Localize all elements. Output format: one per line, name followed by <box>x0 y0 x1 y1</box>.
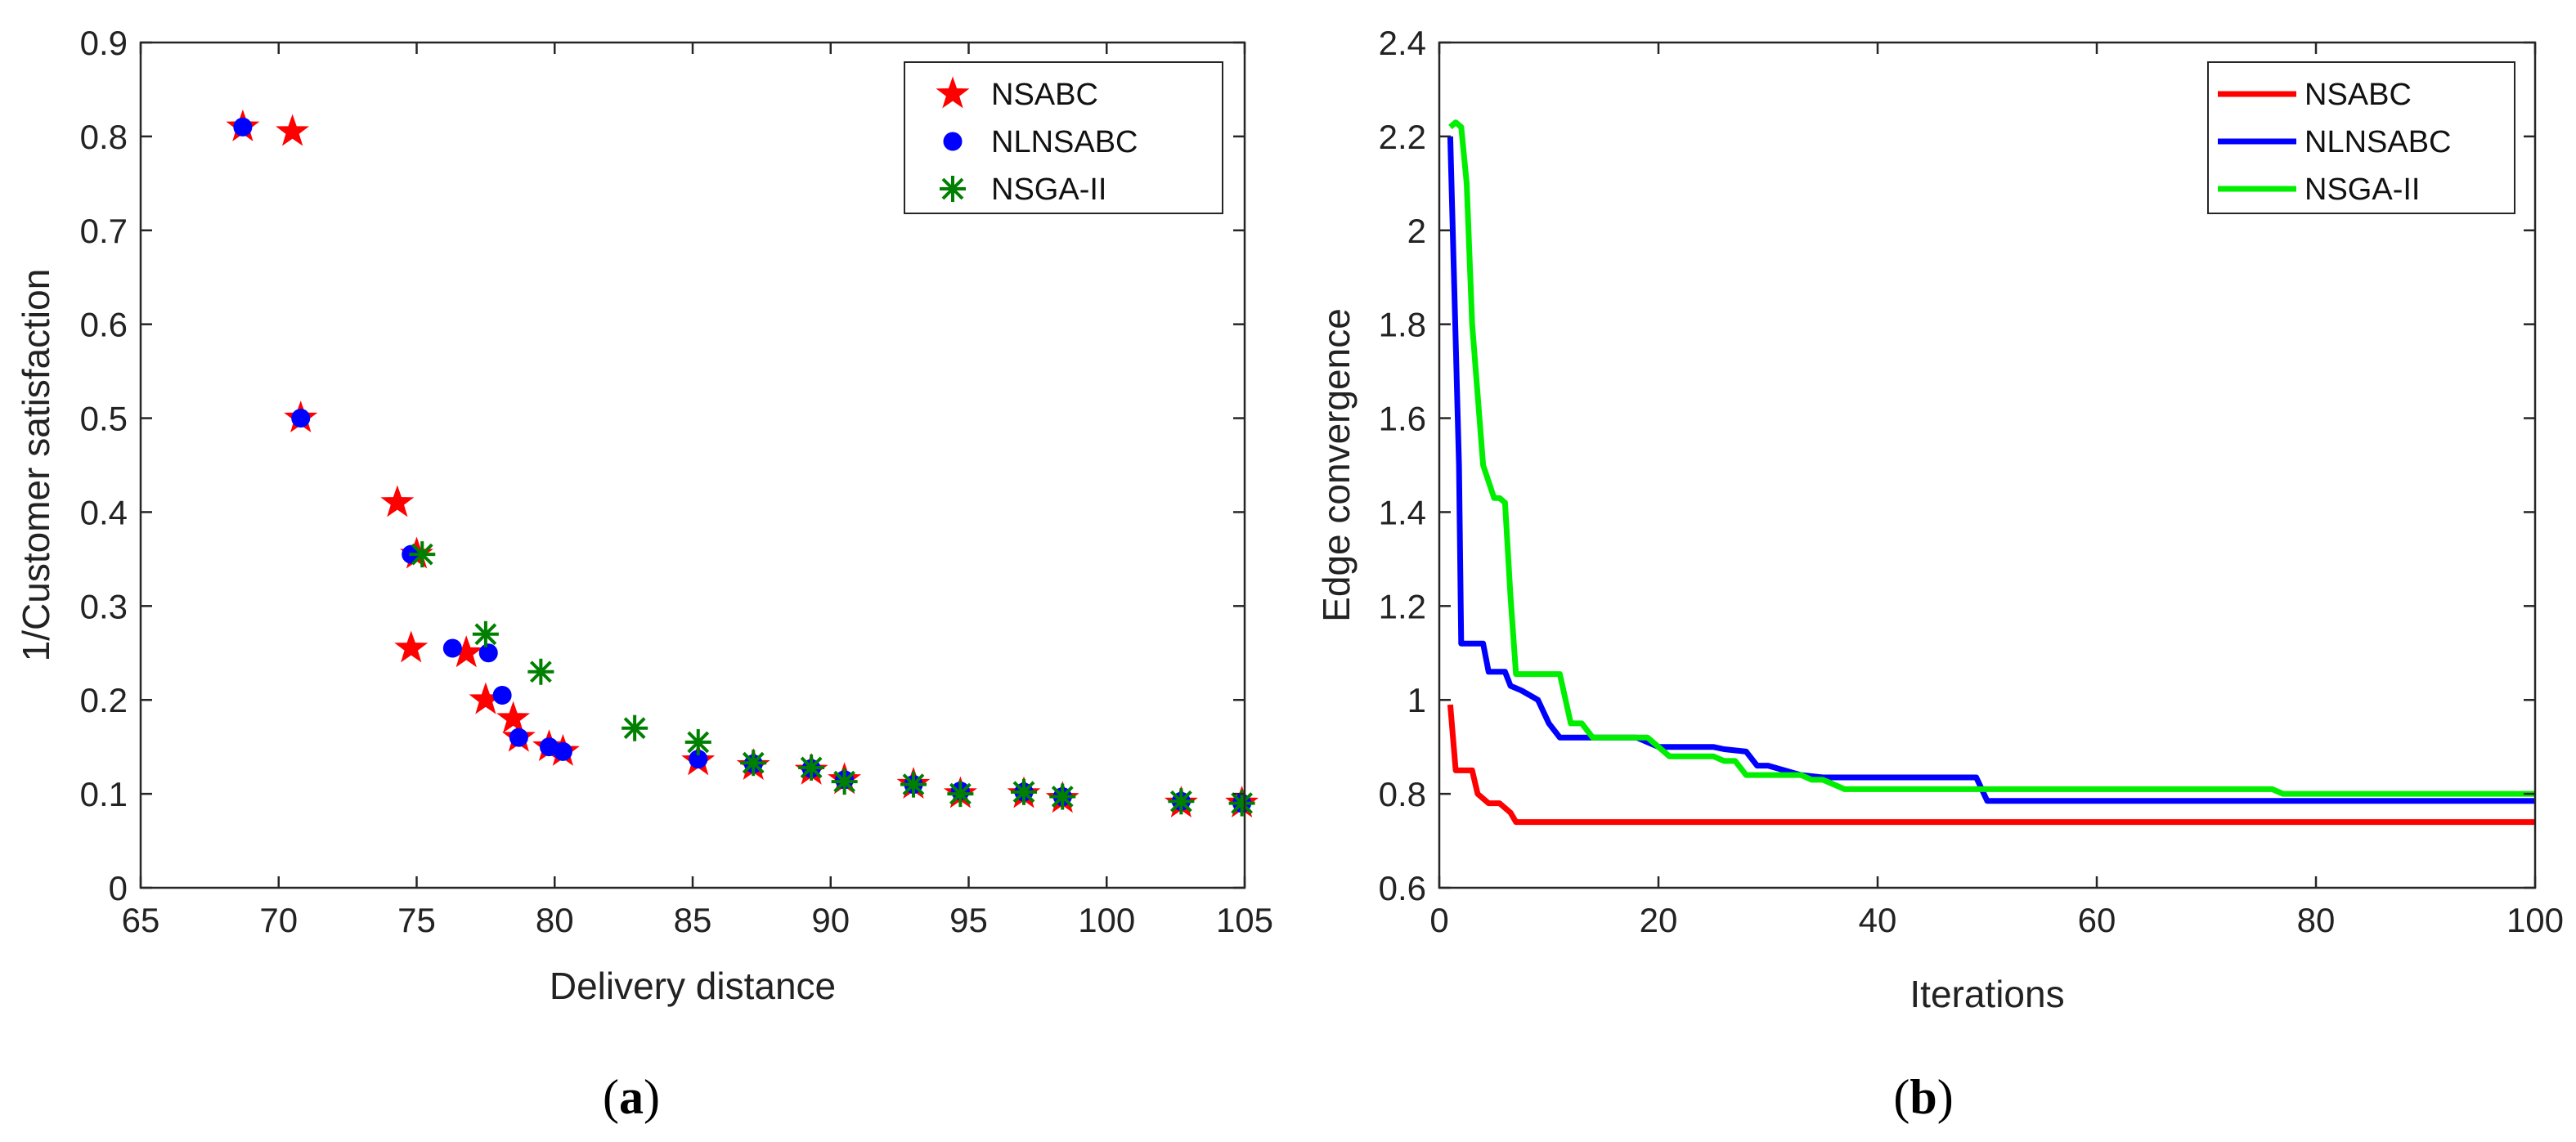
chart-a-xtick-label: 90 <box>811 901 850 939</box>
chart-a-point-nlnsabc <box>291 409 311 428</box>
chart-a-ytick-label: 0.2 <box>80 681 128 719</box>
chart-a-point-nlnsabc <box>509 728 528 747</box>
chart-b-legend-label-nsga-ii: NSGA-II <box>2304 172 2420 207</box>
chart-b-ticks: 0 20 40 60 80 100 0.6 0.8 1 1.2 1.4 1.6 1.8 2 2.2 2.4 <box>1379 24 2564 939</box>
chart-a-ytick-label: 0.3 <box>80 587 128 625</box>
chart-b-xtick-label: 40 <box>1859 901 1897 939</box>
chart-a-ytick-label: 0.6 <box>80 306 128 344</box>
chart-b-xtick-label: 0 <box>1429 901 1448 939</box>
chart-a-caption-open: ( <box>603 1070 619 1124</box>
chart-a-legend-marker-nsabc <box>936 76 970 109</box>
chart-a-point-nlnsabc <box>478 643 498 663</box>
chart-a-point-nsabc <box>276 114 310 146</box>
chart-b-legend-label-nsabc: NSABC <box>2304 78 2412 112</box>
chart-a-point-nsga-ii <box>831 768 858 795</box>
chart-a-ytick-label: 0.5 <box>80 400 128 438</box>
chart-a-xtick-label: 75 <box>397 901 436 939</box>
chart-a-ytick-label: 0.9 <box>80 24 128 62</box>
chart-b-xtick-label: 60 <box>2078 901 2116 939</box>
chart-a-legend: NSABC NLNSABC NSGA-II <box>904 61 1223 214</box>
chart-b-legend: NSABC NLNSABC NSGA-II <box>2207 61 2515 214</box>
chart-a-point-nsga-ii <box>740 750 767 777</box>
chart-a-legend-label-nsga-ii: NSGA-II <box>991 172 1106 207</box>
chart-a-legend-marker-nlnsabc <box>943 132 963 151</box>
chart-b-legend-label-nlnsabc: NLNSABC <box>2304 125 2452 159</box>
chart-a-point-nlnsabc <box>442 638 462 658</box>
chart-b-line-nsabc <box>1447 704 2535 826</box>
chart-b-ytick-label: 1.4 <box>1379 493 1426 531</box>
chart-a-point-nsga-ii <box>472 620 499 647</box>
chart-a-xtick-label: 70 <box>259 901 298 939</box>
chart-b-caption-open: ( <box>1893 1070 1910 1124</box>
chart-b-line-nsga-ii <box>1448 119 2535 797</box>
chart-b-ytick-label: 0.8 <box>1379 775 1426 813</box>
chart-a-ytick-label: 0 <box>109 869 128 907</box>
chart-a-point-nsga-ii <box>409 541 436 568</box>
chart-a-ytick-label: 0.8 <box>80 118 128 156</box>
chart-a-point-nsga-ii <box>1168 788 1195 815</box>
chart-b-xlabel: Iterations <box>1910 973 2064 1015</box>
chart-b-ytick-label: 1 <box>1407 681 1426 719</box>
chart-a-point-nsga-ii <box>947 781 974 808</box>
chart-a-caption: (a) <box>603 1070 660 1124</box>
chart-b-ytick-label: 1.2 <box>1379 587 1426 625</box>
chart-a-point-nsabc <box>394 630 429 663</box>
chart-b-xtick-label: 100 <box>2506 901 2564 939</box>
chart-a-point-nsabc <box>496 701 531 733</box>
chart-a-xtick-label: 95 <box>949 901 988 939</box>
chart-a-points <box>226 109 1259 818</box>
chart-a-caption-close: ) <box>644 1070 660 1124</box>
chart-a-xtick-label: 100 <box>1078 901 1135 939</box>
chart-a-point-nsga-ii <box>684 728 711 755</box>
chart-a-point-nsga-ii <box>622 714 648 741</box>
chart-a-point-nsga-ii <box>527 658 554 685</box>
chart-b-lines <box>1447 119 2535 826</box>
chart-b-ytick-label: 1.6 <box>1379 400 1426 438</box>
chart-a-point-nsga-ii <box>900 771 927 798</box>
chart-a-legend-label-nsabc: NSABC <box>991 78 1098 112</box>
chart-a-point-nsga-ii <box>1011 778 1037 805</box>
chart-b-ytick-label: 2.4 <box>1379 24 1426 62</box>
chart-a-xtick-label: 65 <box>122 901 160 939</box>
chart-a-ylabel: 1/Customer satisfaction <box>15 269 57 662</box>
chart-a-series-nsga-ii <box>409 541 1255 817</box>
chart-b-ytick-label: 0.6 <box>1379 869 1426 907</box>
chart-b-caption-letter: b <box>1910 1070 1936 1124</box>
chart-a-point-nlnsabc <box>233 117 253 137</box>
chart-a-point-nsabc <box>380 485 415 517</box>
chart-b-caption-close: ) <box>1937 1070 1954 1124</box>
chart-a-xlabel: Delivery distance <box>550 965 836 1007</box>
chart-a-legend-label-nlnsabc: NLNSABC <box>991 125 1138 159</box>
chart-b-axes-box <box>1438 41 2537 889</box>
chart-a-xtick-label: 80 <box>536 901 574 939</box>
chart-b-ytick-label: 2.2 <box>1379 118 1426 156</box>
chart-b-xtick-label: 80 <box>2297 901 2336 939</box>
chart-b-xtick-label: 20 <box>1640 901 1678 939</box>
chart-a-ytick-label: 0.4 <box>80 493 128 531</box>
chart-a-point-nsga-ii <box>1049 783 1076 810</box>
chart-b-caption: (b) <box>1893 1070 1953 1124</box>
chart-a-point-nsga-ii <box>798 754 825 781</box>
chart-b-ytick-label: 2 <box>1407 212 1426 250</box>
chart-a: 65 70 75 80 85 90 95 100 105 0 0.1 0.2 0.3 0.4 0.5 0.6 0… <box>15 24 1273 1124</box>
chart-a-point-nlnsabc <box>492 685 512 705</box>
chart-a-ytick-label: 0.1 <box>80 775 128 813</box>
chart-a-ytick-label: 0.7 <box>80 212 128 250</box>
chart-a-caption-letter: a <box>619 1070 644 1124</box>
chart-a-xtick-label: 85 <box>674 901 712 939</box>
chart-a-xtick-label: 105 <box>1216 901 1273 939</box>
chart-b: 0 20 40 60 80 100 0.6 0.8 1 1.2 1.4 1.6 1.8 2 2.2 2.4 I… <box>1315 24 2564 1124</box>
chart-b-ylabel: Edge convergence <box>1315 308 1358 622</box>
chart-a-ticks: 65 70 75 80 85 90 95 100 105 0 0.1 0.2 0.3 0.4 0.5 0.6 0… <box>80 24 1273 939</box>
chart-b-ytick-label: 1.8 <box>1379 306 1426 344</box>
chart-a-point-nlnsabc <box>553 741 572 761</box>
chart-a-legend-marker-nsga-ii <box>940 176 966 202</box>
